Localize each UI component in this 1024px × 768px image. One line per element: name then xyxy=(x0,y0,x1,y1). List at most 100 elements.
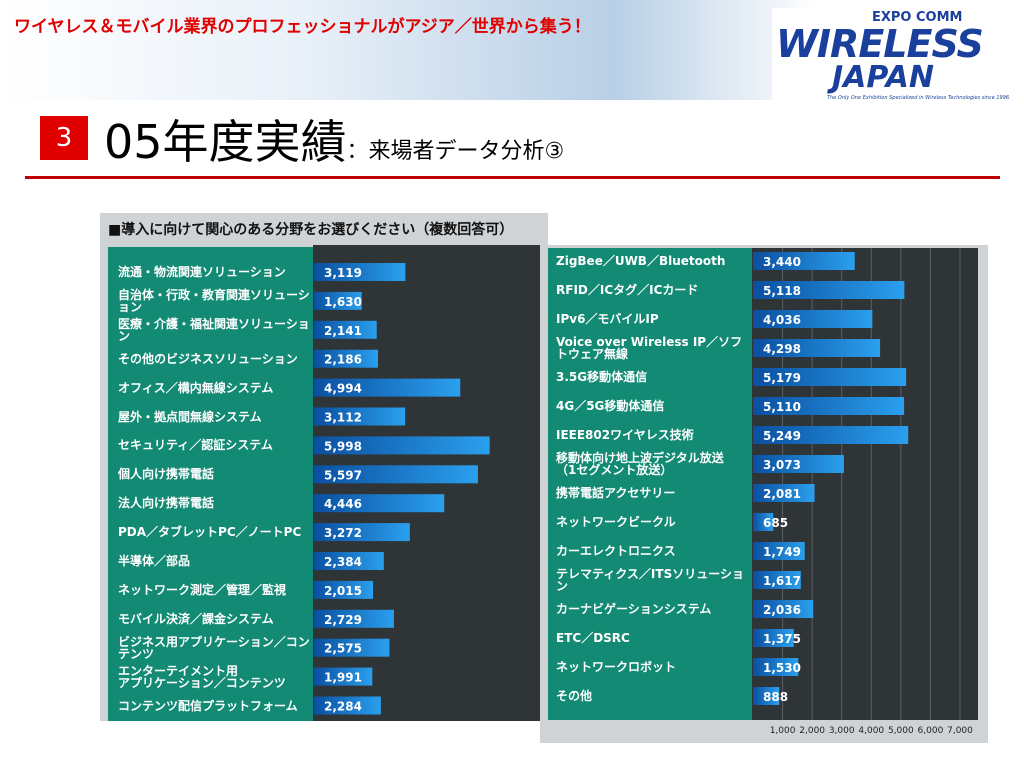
bar xyxy=(314,436,490,455)
logo-line2: JAPAN xyxy=(832,60,934,95)
bar xyxy=(314,667,373,686)
category-label: 半導体／部品 xyxy=(118,554,191,568)
x-tick-label: 4,000 xyxy=(858,726,884,736)
value-label: 685 xyxy=(763,516,788,530)
value-label: 2,575 xyxy=(324,642,362,656)
category-label: 法人向け携帯電話 xyxy=(118,496,215,511)
x-tick-label: 3,000 xyxy=(829,726,855,736)
bar xyxy=(753,687,780,705)
value-label: 2,081 xyxy=(763,487,801,501)
bar xyxy=(314,291,362,310)
x-tick-label: 1,000 xyxy=(770,726,796,736)
value-label: 2,284 xyxy=(324,700,362,714)
bar xyxy=(314,523,410,542)
bar xyxy=(314,494,445,513)
category-label: ネットワークロボット xyxy=(556,660,677,674)
value-label: 5,118 xyxy=(763,284,801,298)
category-label: 移動体向け地上波デジタル放送 （1セグメント放送） xyxy=(556,451,724,477)
bar xyxy=(314,349,379,368)
category-label: ネットワークビークル xyxy=(556,515,676,529)
value-label: 2,141 xyxy=(324,324,362,338)
bar xyxy=(753,571,801,589)
category-column xyxy=(548,248,752,720)
value-label: 1,530 xyxy=(763,661,801,675)
bar xyxy=(314,638,390,657)
bar xyxy=(314,263,406,281)
category-label: 個人向け携帯電話 xyxy=(118,467,215,482)
category-label: その他のビジネスソリューション xyxy=(118,351,298,366)
value-label: 5,249 xyxy=(763,429,801,443)
bar xyxy=(753,310,873,328)
category-label: IEEE802ワイヤレス技術 xyxy=(556,428,694,442)
value-label: 4,298 xyxy=(763,342,801,356)
bar xyxy=(314,407,406,426)
bar xyxy=(753,368,907,386)
category-label: ビジネス用アプリケーション／コンテンツ xyxy=(118,634,310,661)
category-label: IPv6／モバイルIP xyxy=(556,312,659,326)
value-label: 4,446 xyxy=(324,497,362,511)
category-label: Voice over Wireless IP／ソフトウェア無線 xyxy=(556,335,743,361)
value-label: 5,597 xyxy=(324,468,362,482)
bar xyxy=(314,609,394,628)
bar xyxy=(753,426,909,444)
value-label: 2,384 xyxy=(324,555,362,569)
bar xyxy=(753,542,805,560)
bar xyxy=(753,600,814,618)
bar xyxy=(314,320,377,339)
value-label: 3,440 xyxy=(763,255,801,269)
bar xyxy=(753,252,855,270)
value-label: 5,998 xyxy=(324,439,362,453)
bar xyxy=(314,465,478,484)
x-tick-label: 2,000 xyxy=(799,726,825,736)
subtitle: ：来場者データ分析③ xyxy=(346,139,565,164)
category-label: テレマティクス／ITSソリューション xyxy=(556,567,744,593)
title-rule xyxy=(25,176,1000,179)
category-label: モバイル決済／課金システム xyxy=(118,611,274,626)
tagline: ワイヤレス＆モバイル業界のプロフェッショナルがアジア／世界から集う！ xyxy=(14,17,591,37)
value-label: 3,272 xyxy=(324,526,362,540)
value-label: 4,994 xyxy=(324,382,362,396)
logo: EXPO COMM WIRELESS JAPAN The Only One Ex… xyxy=(772,8,1012,103)
value-label: 5,179 xyxy=(763,371,801,385)
value-label: 4,036 xyxy=(763,313,801,327)
value-label: 2,036 xyxy=(763,603,801,617)
category-label: 医療・介護・福祉関連ソリューション xyxy=(118,316,310,343)
category-label: 4G／5G移動体通信 xyxy=(556,399,665,413)
slide-title: 05年度実績：来場者データ分析③ xyxy=(104,106,564,172)
category-label: セキュリティ／認証システム xyxy=(118,438,273,453)
category-label: ETC／DSRC xyxy=(556,631,630,645)
category-column xyxy=(108,247,313,721)
panel-left: ■導入に向けて関心のある分野をお選びください（複数回答可） xyxy=(100,213,548,721)
category-label: カーエレクトロニクス xyxy=(556,544,676,558)
value-label: 3,073 xyxy=(763,458,801,472)
category-label: 流通・物流関連ソリューション xyxy=(118,265,286,279)
logo-line1: WIRELESS xyxy=(776,22,984,66)
category-label: エンターテイメント用 アプリケーション／コンテンツ xyxy=(118,663,286,690)
category-label: コンテンツ配信プラットフォーム xyxy=(118,698,298,713)
logo-motto: The Only One Exhibition Specialized in W… xyxy=(827,95,1011,101)
x-tick-label: 6,000 xyxy=(918,726,944,736)
bar xyxy=(753,513,774,531)
value-label: 1,375 xyxy=(763,632,801,646)
bar xyxy=(314,552,384,570)
value-label: 1,749 xyxy=(763,545,801,559)
category-label: 携帯電話アクセサリー xyxy=(556,486,676,500)
logo-brand: EXPO COMM xyxy=(872,10,963,25)
category-label: その他 xyxy=(556,689,593,703)
value-label: 2,015 xyxy=(324,584,362,598)
category-label: 3.5G移動体通信 xyxy=(556,370,648,384)
category-label: ZigBee／UWB／Bluetooth xyxy=(556,254,726,268)
value-label: 888 xyxy=(763,690,788,704)
value-label: 1,991 xyxy=(324,671,362,685)
value-label: 5,110 xyxy=(763,400,801,414)
category-label: RFID／ICタグ／ICカード xyxy=(556,283,699,297)
bar xyxy=(753,629,794,647)
x-tick-label: 5,000 xyxy=(888,726,914,736)
bar xyxy=(314,580,374,599)
section-number: 3 xyxy=(40,116,88,160)
value-label: 3,119 xyxy=(324,266,362,280)
category-label: ネットワーク測定／管理／監視 xyxy=(118,582,287,597)
bar xyxy=(314,378,461,397)
